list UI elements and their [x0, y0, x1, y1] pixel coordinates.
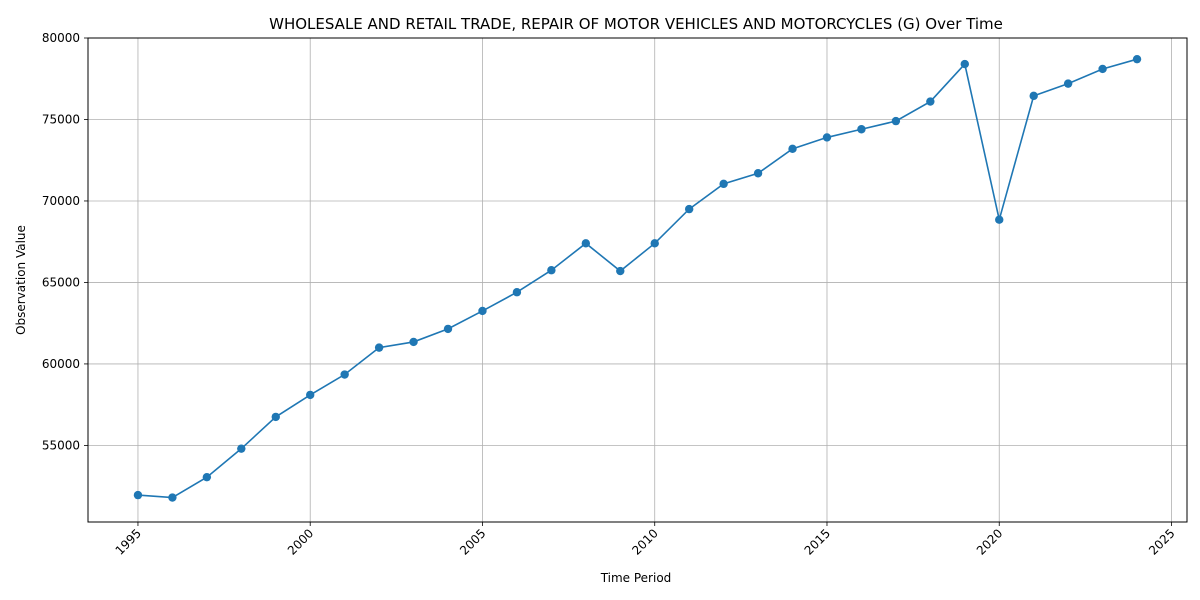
data-point	[374, 343, 384, 352]
data-point	[616, 266, 625, 276]
data-point	[822, 133, 832, 142]
x-tick-label: 1995	[113, 526, 144, 557]
data-point	[857, 125, 866, 134]
series-line	[137, 58, 1138, 499]
data-point	[581, 239, 591, 248]
data-point	[443, 324, 453, 334]
data-point	[1029, 91, 1038, 101]
plot-frame	[87, 37, 1188, 523]
data-point	[512, 288, 522, 297]
y-tick-label: 55000	[42, 438, 80, 452]
data-point	[995, 215, 1004, 224]
data-point	[1063, 79, 1073, 88]
data-point	[133, 490, 143, 500]
data-point	[202, 472, 212, 482]
data-point	[719, 179, 728, 189]
x-tick-label: 2000	[285, 526, 316, 557]
data-point	[237, 444, 246, 453]
data-point	[891, 116, 901, 126]
data-point	[788, 144, 797, 154]
data-point	[926, 97, 935, 106]
data-point	[168, 493, 177, 502]
data-point	[753, 169, 763, 178]
x-axis: 1995 2000 2005 2010 2015 2020 2025	[113, 522, 1178, 558]
data-point	[547, 266, 556, 275]
grid	[88, 37, 1187, 522]
data-point	[409, 337, 418, 347]
series-layer	[133, 54, 1142, 502]
data-point	[478, 306, 487, 316]
y-tick-label: 60000	[42, 357, 80, 371]
chart-title: WHOLESALE AND RETAIL TRADE, REPAIR OF MO…	[269, 15, 1003, 33]
y-tick-label: 65000	[42, 275, 80, 289]
x-tick-label: 2025	[1146, 526, 1177, 557]
x-tick-label: 2010	[629, 526, 660, 557]
y-axis: 55000 60000 65000 70000 75000 80000	[42, 31, 88, 452]
data-point	[1098, 64, 1107, 74]
data-point	[1132, 54, 1142, 64]
y-tick-label: 70000	[42, 194, 80, 208]
data-point	[340, 370, 349, 379]
data-point	[271, 412, 280, 422]
y-axis-label: Observation Value	[14, 225, 28, 335]
x-tick-label: 2005	[457, 526, 488, 557]
x-axis-label: Time Period	[600, 571, 672, 585]
y-tick-label: 80000	[42, 31, 80, 45]
data-point	[650, 239, 659, 248]
y-tick-label: 75000	[42, 112, 80, 126]
x-tick-label: 2020	[974, 526, 1005, 557]
data-point	[684, 204, 694, 214]
x-tick-label: 2015	[802, 526, 833, 557]
data-point	[306, 390, 315, 400]
data-point	[960, 59, 969, 69]
